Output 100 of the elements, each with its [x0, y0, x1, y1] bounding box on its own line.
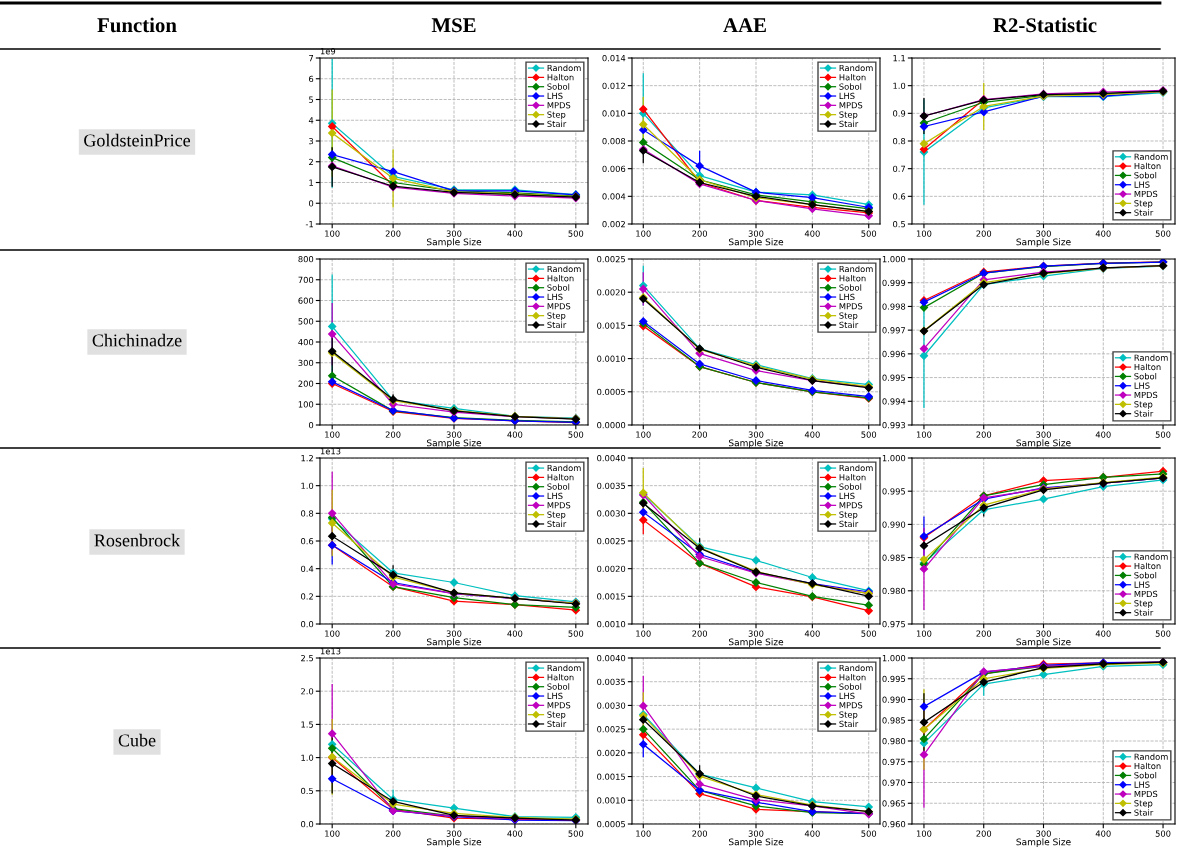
x-tick-label: 100 [916, 830, 932, 837]
x-tick-label: 200 [976, 230, 992, 237]
x-tick-label: 400 [804, 630, 820, 637]
y-tick-label: 0.965 [882, 800, 906, 807]
legend-label: Step [1134, 200, 1153, 209]
legend-label: LHS [547, 492, 563, 500]
x-tick-label: 200 [385, 230, 401, 237]
y-tick-label: 0.980 [882, 737, 906, 745]
y-tick-label: 0 [309, 200, 314, 207]
y-tick-label: 1.000 [882, 654, 906, 662]
y-tick-label: 0.4 [301, 565, 314, 572]
x-tick-label: 300 [748, 230, 764, 237]
legend-label: LHS [839, 92, 855, 100]
legend-label: Random [547, 265, 581, 273]
legend-label: MPDS [839, 702, 863, 709]
text: Chichinadze [92, 333, 182, 347]
legend-label: LHS [839, 692, 855, 700]
y-tick-label: 0.0015 [597, 593, 626, 600]
y-tick-label: 0.985 [882, 554, 906, 561]
legend-label: LHS [547, 293, 563, 301]
y-tick-label: 0.7 [893, 165, 906, 172]
y-tick-label: 0.993 [882, 421, 906, 429]
legend-label: Stair [1134, 809, 1154, 816]
x-tick-label: 500 [861, 230, 877, 237]
legend-label: Halton [547, 473, 574, 481]
legend-label: LHS [1134, 382, 1150, 389]
x-tick-label: 400 [507, 230, 523, 237]
x-tick-label: 500 [1155, 630, 1171, 637]
x-axis-title: Sample Size [426, 838, 482, 848]
x-axis-title: Sample Size [728, 238, 784, 248]
text: R2-Statistic [993, 17, 1097, 33]
y-tick-label: 0.994 [882, 398, 906, 405]
x-tick-label: 400 [1095, 630, 1111, 637]
y-tick-label: 0.0025 [597, 255, 626, 263]
x-tick-label: 100 [325, 230, 340, 237]
y-tick-label: 800 [298, 255, 314, 263]
y-tick-label: 600 [298, 297, 314, 304]
y-tick-label: 0.5 [893, 220, 906, 228]
legend-label: LHS [547, 692, 563, 700]
text: 1e13 [320, 448, 341, 455]
y-tick-label: 0.004 [602, 193, 626, 200]
legend-label: Random [839, 664, 873, 672]
y-tick-label: 0.0025 [597, 726, 626, 733]
legend-label: Stair [1134, 410, 1154, 417]
legend-label: Step [839, 111, 858, 120]
y-tick-label: 200 [298, 380, 314, 387]
legend-label: Stair [839, 520, 859, 528]
x-tick-label: 100 [636, 230, 651, 237]
y-tick-label: 4 [308, 117, 314, 124]
x-tick-label: 400 [804, 230, 820, 237]
y-tick-label: 0.0010 [597, 797, 626, 804]
x-tick-label: 500 [861, 431, 877, 438]
text: Function [97, 17, 177, 33]
x-tick-label: 200 [385, 830, 401, 837]
x-tick-label: 100 [636, 630, 651, 637]
x-tick-label: 400 [1095, 830, 1111, 837]
legend-label: Random [1134, 354, 1168, 361]
x-axis-title: Sample Size [426, 238, 482, 248]
legend-label: Sobol [1134, 373, 1157, 380]
legend-label: Halton [839, 673, 866, 681]
x-tick-label: 100 [636, 431, 651, 438]
y-tick-label: 0.012 [602, 82, 625, 89]
y-tick-label: 3 [309, 137, 314, 145]
legend-label: Halton [839, 473, 866, 481]
y-tick-label: 100 [298, 401, 314, 408]
y-tick-label: 0.985 [882, 717, 906, 724]
legend-label: Halton [547, 673, 574, 681]
x-tick-label: 300 [1036, 630, 1051, 637]
legend-label: Sobol [839, 483, 862, 490]
x-tick-label: 500 [568, 830, 584, 837]
legend-label: Stair [547, 120, 567, 128]
legend-label: Random [1134, 153, 1168, 160]
legend-label: MPDS [839, 102, 863, 109]
legend-label: Stair [547, 520, 567, 528]
x-tick-label: 300 [446, 230, 462, 237]
text: AAE [723, 18, 766, 33]
x-tick-label: 200 [976, 431, 992, 438]
text: Rosenbrock [94, 533, 181, 547]
x-tick-label: 500 [861, 630, 877, 637]
y-tick-label: 0.006 [602, 165, 626, 172]
legend-label: Halton [1134, 562, 1161, 570]
x-tick-label: 500 [568, 431, 584, 438]
x-tick-label: 300 [1036, 230, 1051, 237]
x-tick-label: 200 [692, 230, 708, 237]
y-tick-label: 0.0005 [597, 388, 626, 396]
y-tick-label: 0.008 [602, 137, 626, 145]
legend-label: Random [1134, 753, 1168, 760]
x-tick-label: 400 [507, 630, 523, 637]
y-tick-label: 0.0015 [597, 773, 626, 780]
legend-label: Step [1134, 800, 1153, 809]
y-tick-label: 0.2 [301, 593, 313, 600]
y-tick-label: 0.980 [882, 587, 906, 595]
x-tick-label: 300 [446, 630, 462, 637]
legend-label: Stair [839, 321, 859, 329]
y-tick-label: 0.6 [301, 537, 314, 545]
legend-label: Sobol [1134, 772, 1157, 779]
y-tick-label: 0.8 [301, 510, 314, 517]
y-tick-label: 7 [309, 55, 314, 62]
x-tick-label: 200 [692, 830, 708, 837]
legend-label: Sobol [1134, 172, 1157, 179]
